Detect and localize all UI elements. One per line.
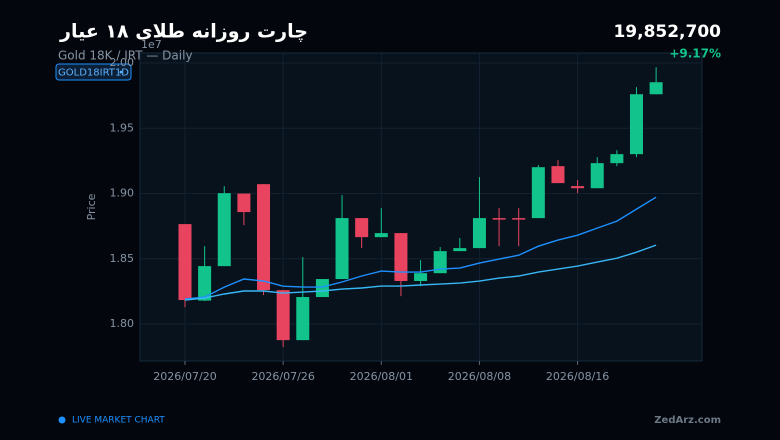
symbol-badge <box>55 63 132 81</box>
interval: 1D <box>115 68 129 79</box>
candle-body <box>472 218 486 249</box>
candle-body <box>610 154 624 164</box>
moving-average-line <box>184 196 657 300</box>
y-tick-label: 2.00 <box>110 56 135 69</box>
candle-body <box>296 297 310 341</box>
candle-body <box>492 218 506 220</box>
chart-subtitle: Gold 18K / IRT — Daily <box>58 49 193 63</box>
y-offset-label: 1e7 <box>141 38 162 51</box>
candle-body <box>276 290 290 341</box>
y-tick-label: 1.95 <box>110 121 135 134</box>
candle-body <box>551 166 565 184</box>
x-tick-label: 2026/08/01 <box>350 370 413 383</box>
candle-body <box>257 184 271 291</box>
candle-body <box>217 193 231 267</box>
candle-body <box>414 273 428 281</box>
candle-body <box>453 248 467 252</box>
candle-body <box>315 279 329 298</box>
candle-body <box>237 193 251 213</box>
y-tick-label: 1.85 <box>110 252 135 265</box>
y-axis-label: Price <box>85 193 98 220</box>
candle-body <box>178 224 192 301</box>
x-tick-label: 2026/07/20 <box>153 370 216 383</box>
candle-body <box>335 218 349 280</box>
candle-body <box>590 163 604 189</box>
chart-title: چارت روزانه طلای ۱۸ عیار <box>59 21 308 43</box>
candle-body <box>198 266 212 301</box>
candle-body <box>512 218 526 220</box>
live-dot <box>58 416 66 424</box>
y-tick-label: 1.80 <box>110 317 135 330</box>
symbol: GOLD18IRT <box>58 68 116 79</box>
x-tick-label: 2026/08/08 <box>448 370 511 383</box>
footer-right: ZedArz.com <box>654 415 721 426</box>
marks <box>178 67 663 348</box>
candle-body <box>355 218 369 238</box>
x-tick-label: 2026/07/26 <box>251 370 314 383</box>
candle-body <box>433 251 447 274</box>
candle-body <box>374 233 388 238</box>
moving-average-line <box>184 244 657 301</box>
candle-body <box>649 82 663 95</box>
footer-left: LIVE MARKET CHART <box>72 416 165 426</box>
x-tick-label: 2026/08/16 <box>546 370 609 383</box>
candle-body <box>571 186 585 189</box>
candle-body <box>629 94 643 155</box>
plot-area <box>139 52 703 362</box>
grid <box>140 53 702 361</box>
candle-body <box>531 167 545 219</box>
y-tick-label: 1.90 <box>110 187 135 200</box>
change: +9.17% <box>669 47 721 61</box>
badge-separator: • <box>118 68 124 79</box>
candle-body <box>394 233 408 281</box>
price: 19,852,700 <box>613 22 721 42</box>
